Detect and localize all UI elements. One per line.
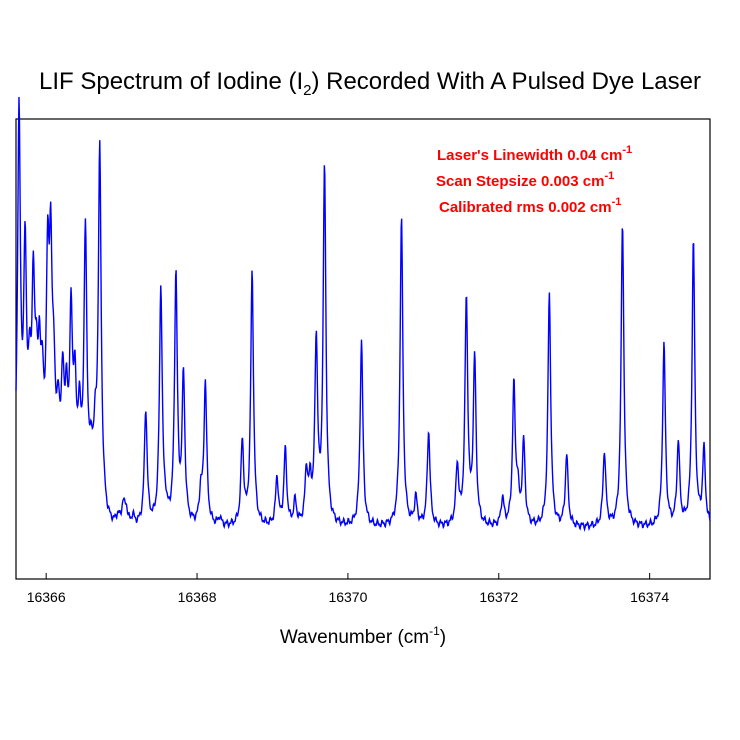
spectrum-line xyxy=(15,96,711,532)
chart-title: LIF Spectrum of Iodine (I2) Recorded Wit… xyxy=(39,68,701,99)
x-tick-label: 16368 xyxy=(178,589,217,605)
x-tick-label: 16374 xyxy=(630,589,669,605)
annotation-line: Calibrated rms 0.002 cm-1 xyxy=(439,196,621,216)
x-axis-ticks: 16366 16368 16370 16372 16374 xyxy=(27,573,669,605)
x-axis-label: Wavenumber (cm-1) xyxy=(280,624,446,648)
x-tick-label: 16366 xyxy=(27,589,66,605)
annotation-line: Laser's Linewidth 0.04 cm-1 xyxy=(437,144,632,164)
x-tick-label: 16370 xyxy=(328,589,367,605)
annotation-box: Laser's Linewidth 0.04 cm-1 Scan Stepsize… xyxy=(436,144,632,216)
x-tick-label: 16372 xyxy=(479,589,518,605)
annotation-line: Scan Stepsize 0.003 cm-1 xyxy=(436,170,614,190)
plot-frame xyxy=(15,118,711,580)
